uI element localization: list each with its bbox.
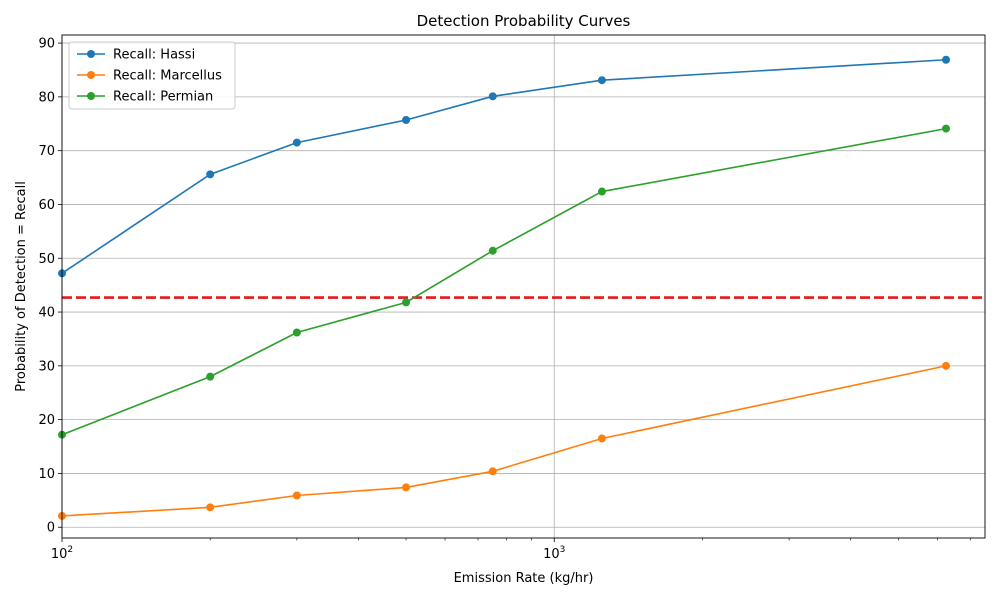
data-point [292,491,301,500]
data-point [206,503,215,512]
legend-label: Recall: Hassi [113,48,195,63]
legend-label: Recall: Permian [113,90,213,105]
data-point [402,483,411,492]
y-tick-label: 80 [38,90,55,105]
series-1 [58,55,951,278]
y-tick-label: 30 [38,359,55,374]
data-point [488,92,497,101]
y-tick-label: 90 [38,37,55,52]
data-point [488,246,497,255]
x-axis-label: Emission Rate (kg/hr) [454,571,594,586]
data-point [942,55,951,64]
y-tick-label: 20 [38,413,55,428]
y-tick-label: 40 [38,306,55,321]
data-point [488,467,497,476]
data-point [597,76,606,85]
x-tick-label: 103 [543,545,565,562]
data-point [292,138,301,147]
data-point [597,434,606,443]
series-layer [58,55,951,520]
data-point [402,298,411,307]
legend-item: Recall: Permian [77,90,213,105]
legend-item: Recall: Hassi [77,48,195,63]
data-point [942,361,951,370]
legend-swatch-marker [87,92,95,100]
plot-frame [61,34,986,539]
legend-box [68,41,236,110]
legend-label: Recall: Marcellus [113,69,222,84]
legend-swatch-marker [87,50,95,58]
legend-item: Recall: Marcellus [77,69,222,84]
y-tick-label: 60 [38,198,55,213]
plot-area [62,35,985,538]
y-tick-label: 70 [38,144,55,159]
data-point [206,372,215,381]
y-tick-label: 50 [38,252,55,267]
y-axis-label: Probability of Detection = Recall [14,181,29,392]
chart-title: Detection Probability Curves [417,12,631,30]
y-tick-label: 0 [47,521,55,536]
data-point [402,115,411,124]
data-point [206,170,215,179]
legend: Recall: Hassi Recall: Marcellus Recall: Pe… [68,41,236,110]
series-3 [58,124,951,439]
legend-swatch-marker [87,71,95,79]
y-tick-label: 10 [38,467,55,482]
data-point [292,328,301,337]
series-2 [58,361,951,520]
data-point [942,124,951,133]
x-tick-label: 102 [51,545,73,562]
data-point [597,187,606,196]
axis-layer: 0 10 20 30 40 50 60 70 80 90 102 103 [38,37,971,562]
